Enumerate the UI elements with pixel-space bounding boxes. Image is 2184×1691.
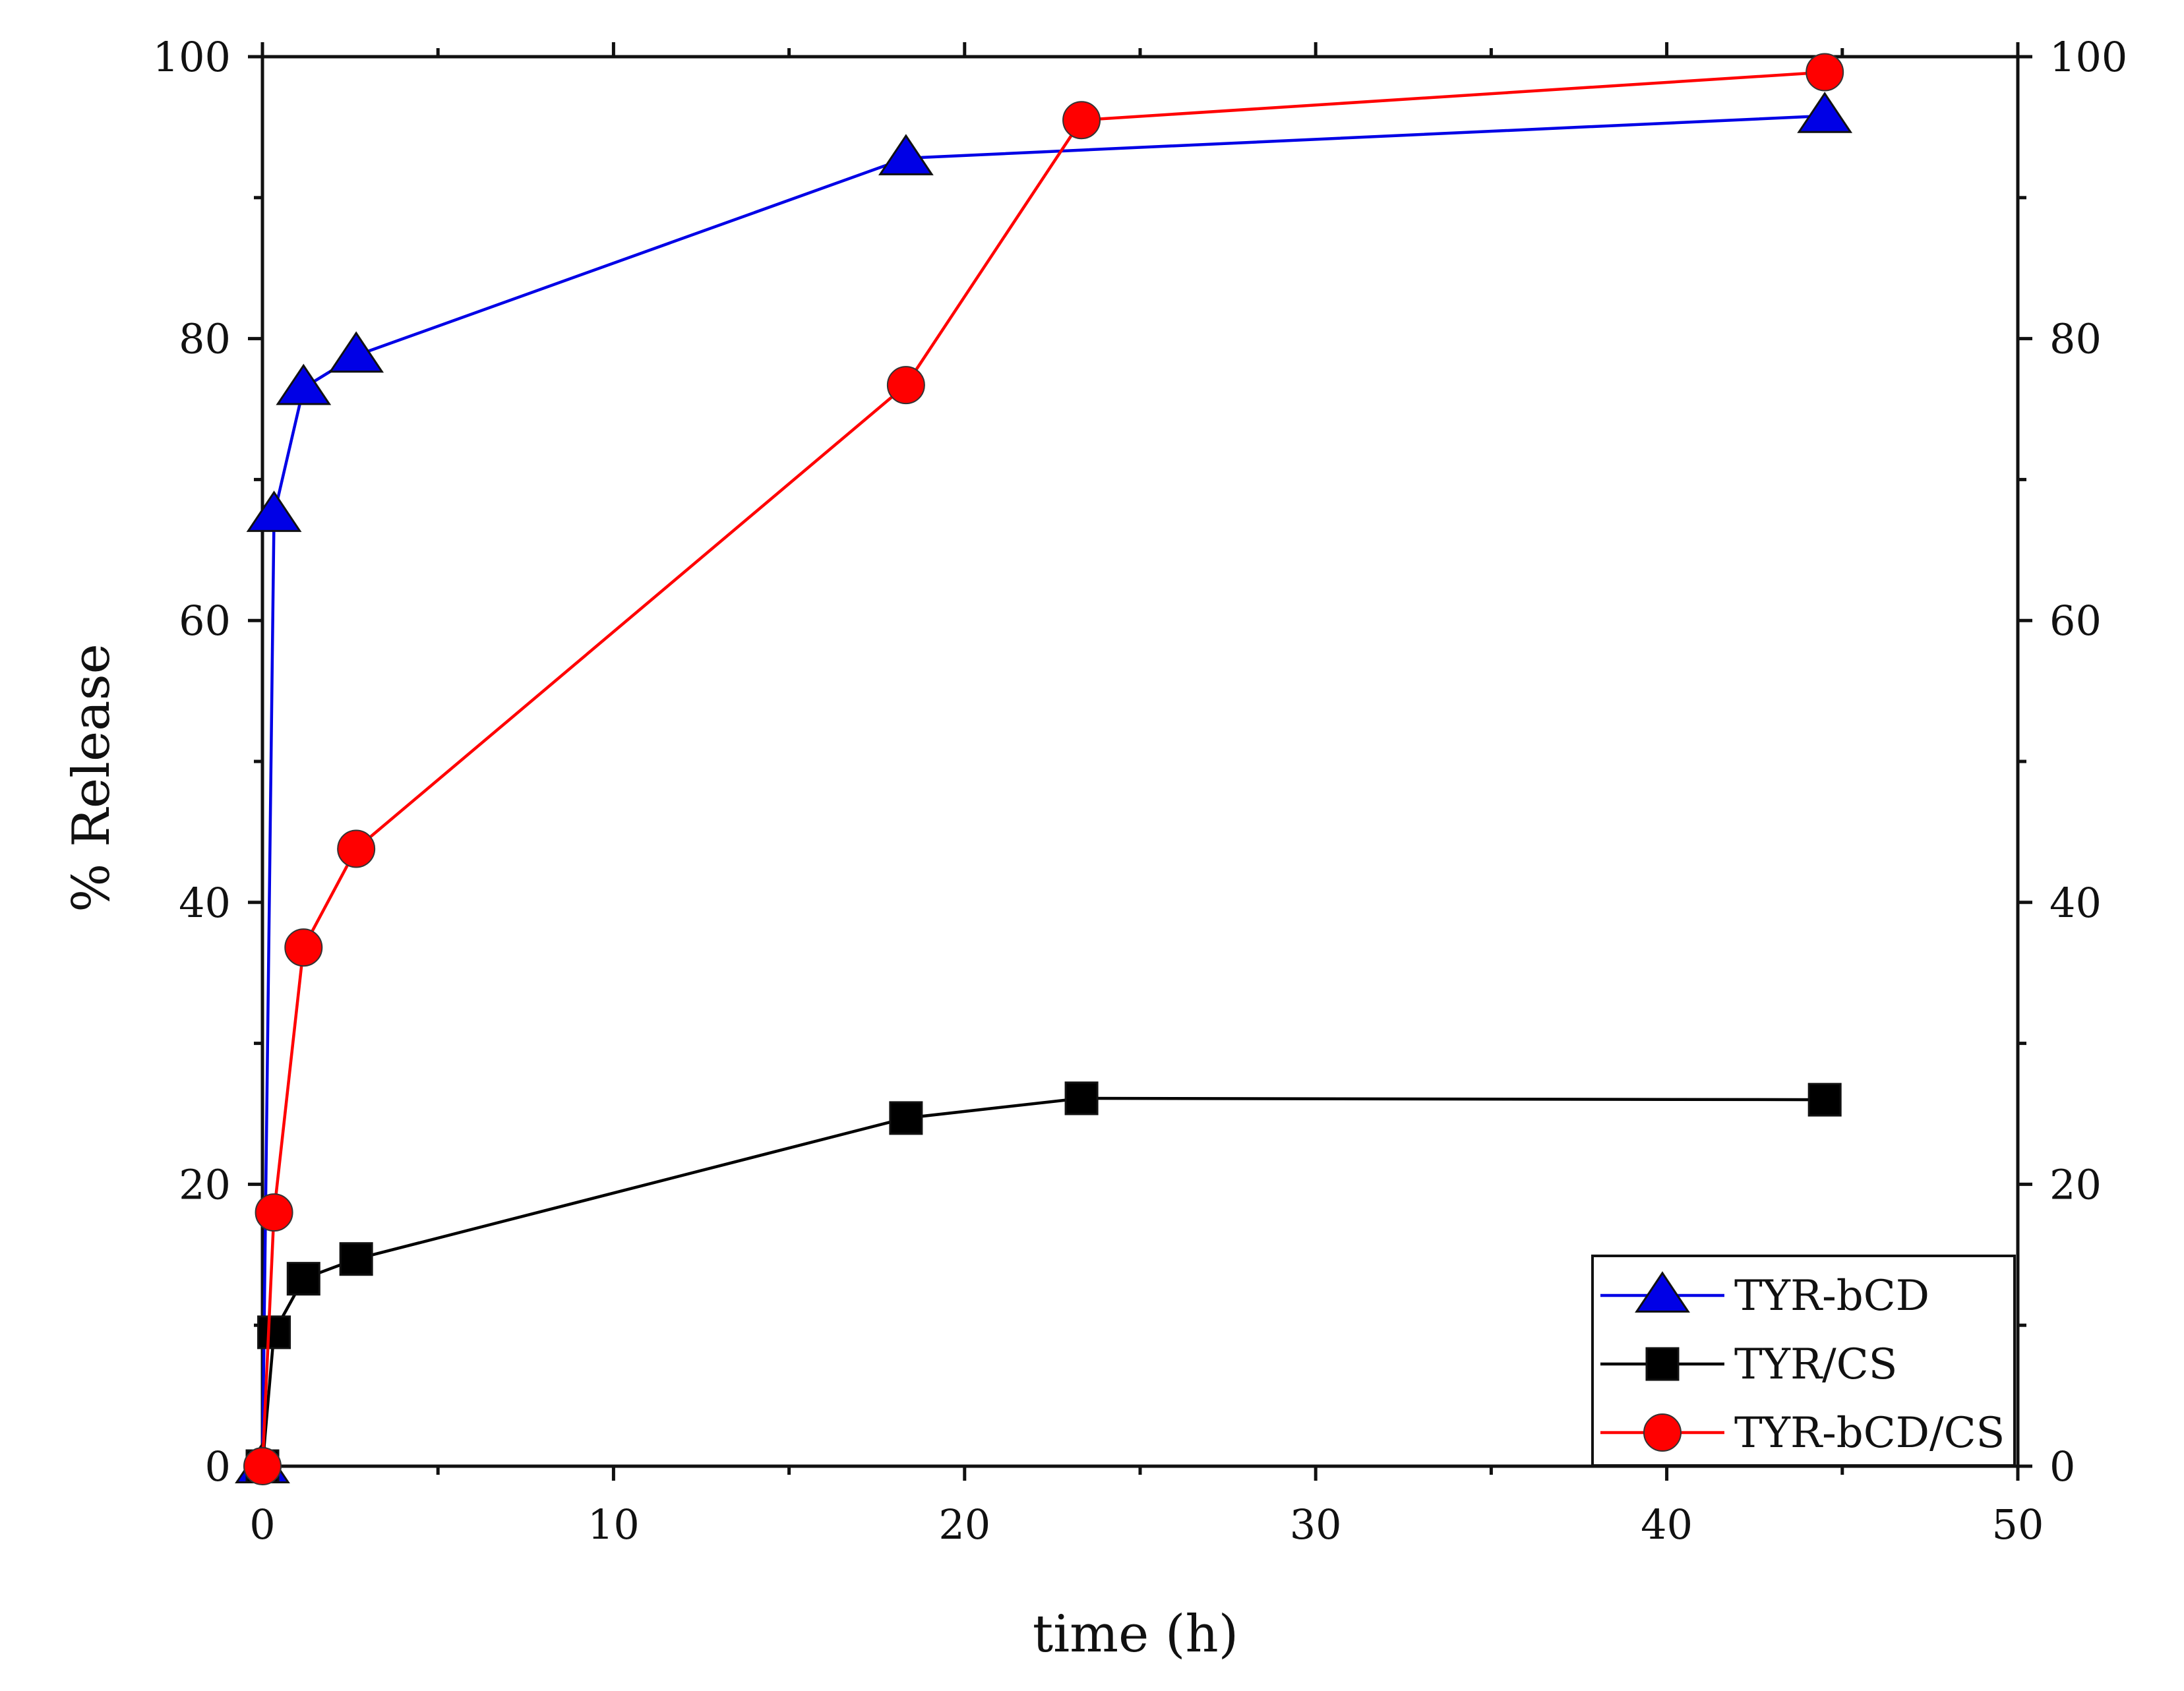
data-point xyxy=(284,928,323,967)
legend-item: TYR-bCD/CS xyxy=(1600,1409,2005,1458)
right-y-tick-label: 60 xyxy=(2049,597,2102,645)
legend-label: TYR/CS xyxy=(1734,1340,1898,1389)
y-tick-label: 40 xyxy=(179,879,231,927)
series-tyr-bcd-cs xyxy=(243,53,1844,1485)
y-tick-label: 80 xyxy=(179,315,231,363)
y-axis-title: % Release xyxy=(62,643,121,912)
data-point xyxy=(276,363,332,405)
data-point xyxy=(246,490,302,532)
data-point xyxy=(243,1447,282,1485)
legend-item: TYR/CS xyxy=(1600,1340,1898,1389)
x-tick-label: 50 xyxy=(1992,1500,2044,1549)
legend-marker xyxy=(1645,1347,1680,1381)
legend-item: TYR-bCD xyxy=(1600,1271,1929,1320)
legend-marker xyxy=(1635,1271,1690,1313)
data-point xyxy=(1797,92,1853,133)
data-point xyxy=(1805,53,1844,92)
right-y-tick-label: 80 xyxy=(2049,315,2102,363)
legend-label: TYR-bCD/CS xyxy=(1734,1409,2005,1458)
data-point xyxy=(337,829,376,868)
x-tick-label: 0 xyxy=(249,1500,275,1549)
x-tick-label: 10 xyxy=(588,1500,640,1549)
data-point xyxy=(339,1242,373,1276)
right-y-tick-label: 100 xyxy=(2049,33,2127,81)
x-tick-label: 40 xyxy=(1641,1500,1693,1549)
data-point xyxy=(328,331,384,373)
data-point xyxy=(1064,1081,1099,1115)
x-tick-label: 30 xyxy=(1290,1500,1342,1549)
data-point xyxy=(286,1262,320,1296)
data-point xyxy=(255,1193,293,1232)
legend: TYR-bCD TYR/CS TYR-bCD/CS xyxy=(1591,1255,2016,1467)
x-axis-title: time (h) xyxy=(1033,1605,1238,1664)
right-y-tick-label: 40 xyxy=(2049,879,2102,927)
data-point xyxy=(886,366,925,405)
x-tick-label: 20 xyxy=(938,1500,990,1549)
y-tick-label: 100 xyxy=(153,33,231,81)
data-point xyxy=(889,1101,923,1135)
legend-marker xyxy=(1643,1413,1682,1452)
data-point xyxy=(878,134,934,175)
data-point xyxy=(1807,1083,1842,1117)
data-series xyxy=(235,53,1853,1485)
y-tick-label: 20 xyxy=(179,1160,231,1208)
right-y-tick-label: 20 xyxy=(2049,1160,2102,1208)
y-tick-label: 0 xyxy=(205,1442,231,1491)
legend-label: TYR-bCD xyxy=(1734,1272,1929,1320)
y-tick-label: 60 xyxy=(179,597,231,645)
data-point xyxy=(1062,101,1101,140)
data-point xyxy=(257,1315,291,1350)
right-y-tick-label: 0 xyxy=(2049,1442,2075,1491)
